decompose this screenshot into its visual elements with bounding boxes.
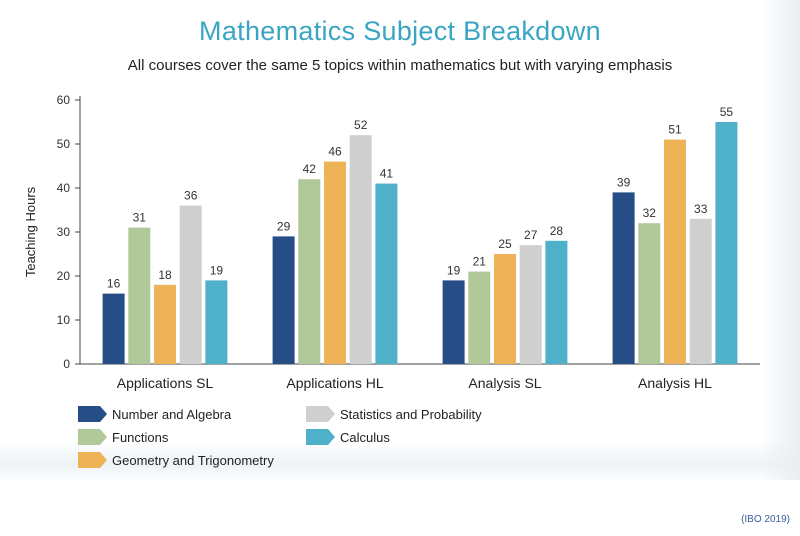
x-category-label: Applications SL: [117, 375, 214, 391]
y-tick-label: 20: [57, 269, 71, 283]
bar: [205, 280, 228, 364]
bar-value-label: 19: [447, 263, 461, 277]
bar-value-label: 18: [158, 268, 172, 282]
y-tick-label: 10: [57, 313, 71, 327]
legend-label: Number and Algebra: [112, 407, 232, 422]
y-tick-label: 50: [57, 137, 71, 151]
bar-value-label: 27: [524, 228, 538, 242]
bar: [324, 161, 346, 364]
bar: [442, 280, 465, 364]
y-axis-label: Teaching Hours: [23, 186, 38, 277]
legend-label: Calculus: [340, 430, 390, 445]
bar: [375, 183, 398, 364]
bar: [545, 240, 568, 364]
bar-value-label: 28: [550, 224, 564, 238]
background-band: [0, 440, 800, 482]
source-citation: (IBO 2019): [741, 514, 790, 525]
bar-chart: 0 10 20 30 40 50 60 Teaching Hours 16 31 18 36 19 App…: [23, 93, 760, 468]
bar: [638, 223, 661, 364]
legend-swatch: [306, 406, 335, 422]
bar: [664, 139, 686, 364]
bar-value-label: 33: [694, 202, 708, 216]
y-tick-label: 30: [57, 225, 71, 239]
legend-swatch: [78, 452, 107, 468]
bar: [102, 293, 125, 364]
bar-value-label: 46: [328, 145, 342, 159]
bar-value-label: 52: [354, 118, 368, 132]
chart-subtitle: All courses cover the same 5 topics with…: [127, 57, 673, 74]
bar: [298, 179, 321, 364]
bar: [612, 192, 635, 364]
bar-value-label: 55: [720, 105, 734, 119]
legend-label: Geometry and Trigonometry: [112, 453, 274, 468]
bar: [494, 254, 516, 364]
legend-label: Statistics and Probability: [340, 407, 482, 422]
bar-value-label: 32: [643, 206, 657, 220]
legend-swatch: [306, 429, 335, 445]
bar-value-label: 25: [498, 237, 512, 251]
x-category-label: Analysis SL: [468, 375, 541, 391]
bar: [154, 284, 176, 364]
bar-value-label: 31: [133, 211, 147, 225]
bar: [349, 135, 372, 364]
bar-value-label: 42: [303, 162, 317, 176]
y-tick-label: 0: [63, 357, 70, 371]
bar: [468, 271, 491, 364]
bar: [689, 218, 712, 364]
x-category-label: Applications HL: [286, 375, 383, 391]
bar-value-label: 51: [668, 123, 682, 137]
bar-value-label: 16: [107, 277, 121, 291]
bar: [179, 205, 202, 364]
bar: [519, 245, 542, 364]
bar-value-label: 36: [184, 189, 198, 203]
bar: [715, 122, 738, 364]
background-edge: [760, 0, 800, 480]
bar-value-label: 19: [210, 263, 224, 277]
y-tick-label: 60: [57, 93, 71, 107]
bar-value-label: 29: [277, 219, 291, 233]
bar-value-label: 39: [617, 175, 631, 189]
x-category-label: Analysis HL: [638, 375, 712, 391]
legend-swatch: [78, 406, 107, 422]
y-tick-label: 40: [57, 181, 71, 195]
legend-swatch: [78, 429, 107, 445]
bar-value-label: 41: [380, 167, 394, 181]
bar: [128, 227, 151, 364]
bar: [272, 236, 295, 364]
legend-label: Functions: [112, 430, 169, 445]
bar-value-label: 21: [473, 255, 487, 269]
chart-title: Mathematics Subject Breakdown: [199, 16, 601, 46]
